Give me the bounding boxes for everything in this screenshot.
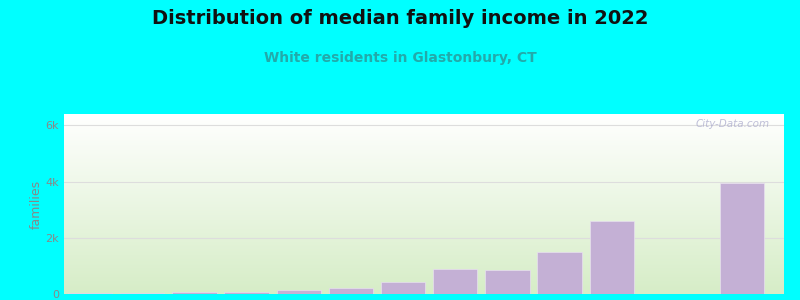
- Bar: [277, 290, 321, 294]
- Bar: [433, 269, 478, 294]
- Bar: [538, 252, 582, 294]
- Bar: [329, 288, 373, 294]
- Bar: [68, 293, 112, 294]
- Bar: [720, 183, 765, 294]
- Y-axis label: families: families: [30, 179, 42, 229]
- Bar: [172, 292, 217, 294]
- Text: City-Data.com: City-Data.com: [695, 119, 770, 129]
- Bar: [120, 293, 165, 294]
- Bar: [225, 292, 269, 294]
- Bar: [486, 270, 530, 294]
- Text: Distribution of median family income in 2022: Distribution of median family income in …: [152, 9, 648, 28]
- Text: White residents in Glastonbury, CT: White residents in Glastonbury, CT: [264, 51, 536, 65]
- Bar: [590, 221, 634, 294]
- Bar: [381, 282, 426, 294]
